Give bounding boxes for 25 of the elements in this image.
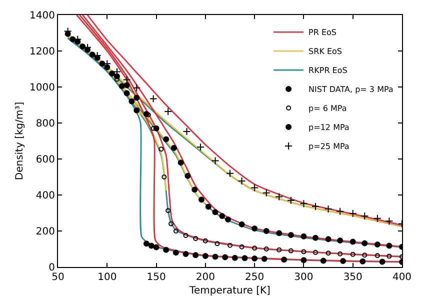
y-tick-label: 1000 <box>30 82 55 94</box>
x-tick-label: 400 <box>392 272 412 283</box>
y-tick-label: 400 <box>36 190 55 202</box>
legend-label: p= 6 MPa <box>308 104 347 114</box>
x-tick-label: 300 <box>294 272 314 283</box>
x-tick-label: 150 <box>146 272 166 283</box>
x-tick-label: 200 <box>196 272 215 283</box>
y-tick-label: 600 <box>36 154 55 166</box>
x-tick-label: 50 <box>52 272 64 283</box>
y-tick-label: 0 <box>48 262 55 274</box>
y-tick-label: 1200 <box>30 46 55 58</box>
y-axis-title: Density [kg/m³] <box>14 102 26 180</box>
y-tick-label: 1400 <box>30 10 55 22</box>
legend-label: p=25 MPa <box>308 142 350 152</box>
legend-label: RKPR EoS <box>308 66 348 76</box>
legend-label: NIST DATA, p= 3 MPa <box>308 85 394 94</box>
legend-label: p=12 MPa <box>308 123 350 132</box>
x-tick-label: 100 <box>98 272 117 283</box>
y-tick-label: 800 <box>36 118 55 130</box>
legend-label: PR EoS <box>308 28 337 38</box>
x-tick-label: 350 <box>343 272 362 283</box>
legend-label: SRK EoS <box>308 47 342 56</box>
x-tick-label: 250 <box>245 272 264 283</box>
y-tick-label: 200 <box>36 226 55 238</box>
x-axis-title: Temperature [K] <box>188 286 271 296</box>
